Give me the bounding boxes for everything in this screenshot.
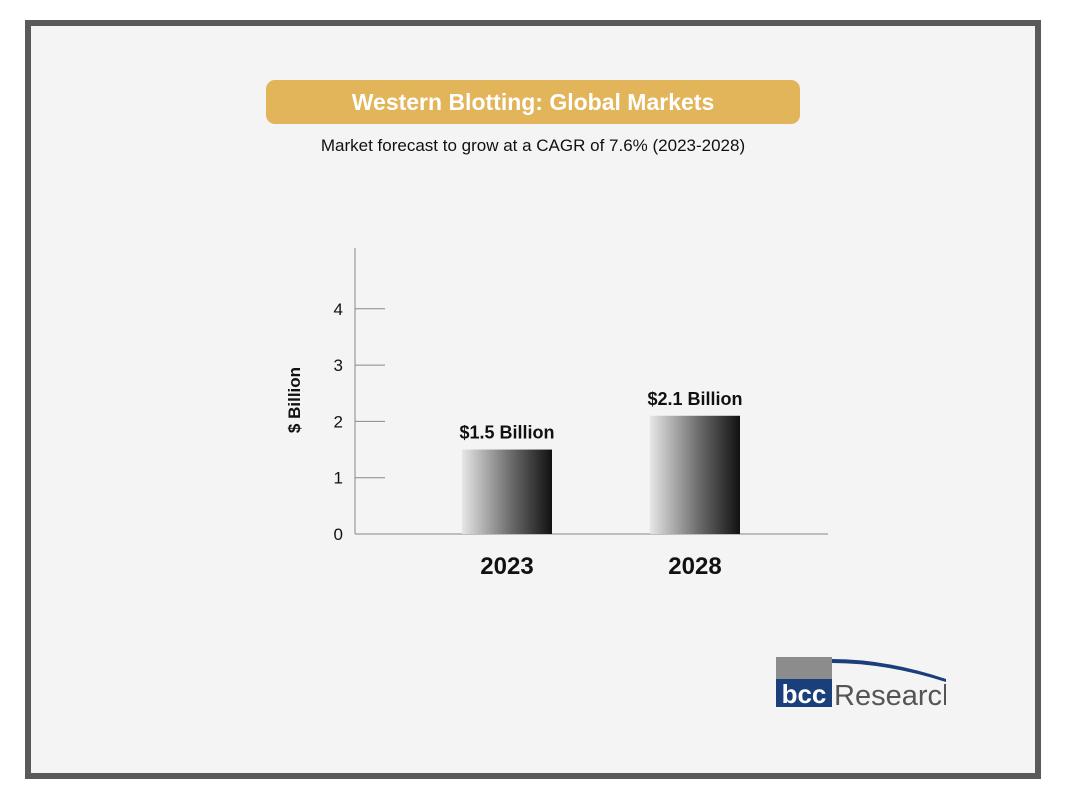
- logo-gray-block: [776, 657, 832, 679]
- bcc-research-logo: bcc Research: [776, 657, 946, 712]
- y-tick-label: 3: [334, 356, 343, 375]
- logo-blue-block: [776, 679, 832, 707]
- y-tick-label: 2: [334, 412, 343, 431]
- x-tick-label: 2028: [668, 553, 721, 580]
- chart-title: Western Blotting: Global Markets: [351, 88, 715, 115]
- y-tick-label: 0: [334, 525, 343, 544]
- chart-title-banner: Western Blotting: Global Markets: [266, 80, 800, 124]
- y-tick-label: 4: [334, 300, 343, 319]
- logo-text-bcc: bcc: [782, 679, 827, 709]
- bar-data-label: $2.1 Billion: [647, 389, 742, 409]
- bar-2023: [462, 449, 552, 534]
- bar-data-label: $1.5 Billion: [459, 423, 554, 443]
- logo-swoosh: [832, 659, 946, 682]
- x-tick-label: 2023: [480, 553, 533, 580]
- y-tick-label: 1: [334, 469, 343, 488]
- y-axis-title: $ Billion: [285, 367, 304, 433]
- chart-subtitle: Market forecast to grow at a CAGR of 7.6…: [320, 136, 746, 155]
- chart-frame: [25, 20, 1041, 779]
- logo-text-research: Research: [834, 680, 946, 712]
- bar-2028: [650, 415, 740, 534]
